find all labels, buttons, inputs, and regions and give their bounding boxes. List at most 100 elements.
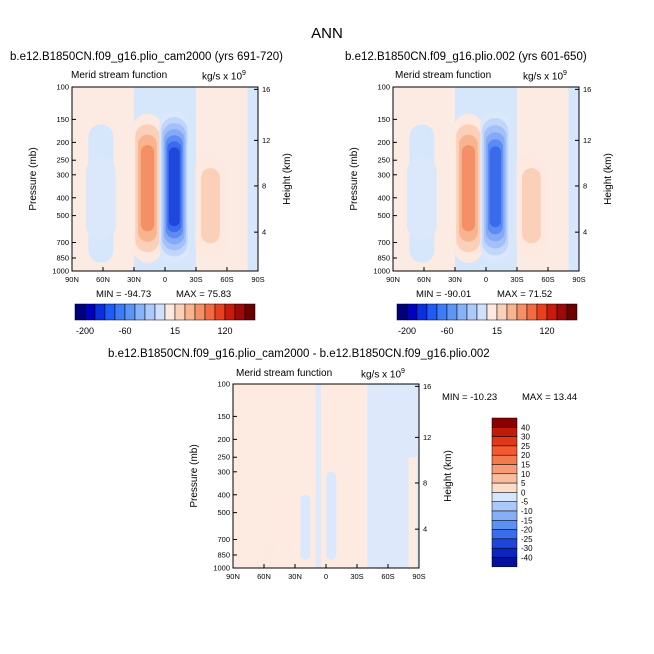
y-tick-label: 400 <box>217 490 230 499</box>
height-tick-label: 16 <box>262 85 270 94</box>
panel-1-units-exp: 9 <box>242 70 246 77</box>
panel-2-case-title: b.e12.B1850CN.f09_g16.plio.002 (yrs 601-… <box>345 51 587 63</box>
colorbar-swatch <box>476 303 488 321</box>
colorbar-label: 120 <box>217 326 232 336</box>
colorbar-label: -200 <box>76 326 94 336</box>
colorbar-diff-swatch <box>491 436 518 447</box>
colorbar-diff-swatch <box>491 473 518 484</box>
colorbar-swatch <box>526 303 538 321</box>
colorbar-swatch <box>224 303 236 321</box>
colorbar-swatch <box>144 303 156 321</box>
colorbar-diff-swatch <box>491 510 518 521</box>
colorbar-swatch <box>74 303 86 321</box>
panel-3-units-text: kg/s x 10 <box>361 369 402 381</box>
panel-3-units-exp: 9 <box>401 368 405 375</box>
y-tick-label: 500 <box>56 211 69 220</box>
colorbar-swatch <box>406 303 418 321</box>
x-tick-label: 90S <box>412 572 425 581</box>
panel-3-units: kg/s x 109 <box>361 368 405 380</box>
height-tick-label: 8 <box>583 181 587 190</box>
x-tick-label: 0 <box>484 275 488 284</box>
colorbar-diff-label: 20 <box>521 451 530 460</box>
colorbar-diff-label: -15 <box>521 516 533 525</box>
x-tick-label: 0 <box>163 275 167 284</box>
contour-cell-2 <box>140 145 154 232</box>
colorbar-diff-label: -30 <box>521 544 533 553</box>
colorbar-diff-swatch <box>491 464 518 475</box>
y-tick-label: 500 <box>377 211 390 220</box>
colorbar-label: -60 <box>118 326 131 336</box>
colorbar-diff-label: 25 <box>521 442 530 451</box>
height-tick-label: 8 <box>423 478 427 487</box>
height-tick-label: 4 <box>583 228 587 237</box>
colorbar-diff-swatch <box>491 417 518 428</box>
colorbar-diff-label: -10 <box>521 507 533 516</box>
panel-2-max: MAX = 71.52 <box>497 289 553 300</box>
panel-3-plot: 90N 60N 30N 0 30S 60S 90S 100 150 200 250 300 400 500… <box>189 380 454 582</box>
colorbar-swatch <box>496 303 508 321</box>
colorbar-swatch <box>164 303 176 321</box>
panel-2-units: kg/s x 109 <box>523 70 567 82</box>
y-tick-label: 850 <box>377 254 390 263</box>
contour-cell-1 <box>85 156 116 241</box>
colorbar-swatch <box>536 303 548 321</box>
colorbar-swatch <box>214 303 226 321</box>
x-tick-label: 30N <box>127 275 141 284</box>
colorbar-swatch <box>124 303 136 321</box>
colorbar-swatch <box>516 303 528 321</box>
colorbar-diff-swatch <box>491 445 518 456</box>
colorbar-diff-swatch <box>491 501 518 512</box>
x-tick-label: 30N <box>288 572 302 581</box>
y-tick-label: 200 <box>377 138 390 147</box>
height-tick-label: 12 <box>423 433 431 442</box>
height-tick-label: 8 <box>262 181 266 190</box>
colorbar-1: -200 -60 15 120 <box>74 303 256 336</box>
x-tick-label: 90N <box>65 275 79 284</box>
height-tick-label: 12 <box>262 136 270 145</box>
colorbar-label: -60 <box>440 326 453 336</box>
y-axis-label-right: Height (km) <box>282 153 293 205</box>
panel-2-min: MIN = -90.01 <box>416 289 472 300</box>
y-tick-label: 150 <box>56 115 69 124</box>
y-tick-label: 850 <box>217 551 230 560</box>
y-tick-label: 1000 <box>213 564 230 573</box>
y-tick-label: 1000 <box>373 267 390 276</box>
colorbar-diff-label: 40 <box>521 423 530 432</box>
x-tick-label: 60N <box>96 275 110 284</box>
y-tick-label: 200 <box>56 138 69 147</box>
y-tick-label: 300 <box>217 467 230 476</box>
panel-2-field-label: Merid stream function <box>395 70 492 81</box>
y-tick-label: 850 <box>56 254 69 263</box>
y-axis-label: Pressure (mb) <box>28 147 39 210</box>
y-tick-label: 400 <box>56 193 69 202</box>
colorbar-diff-swatch <box>491 557 518 568</box>
x-tick-label: 60S <box>381 572 394 581</box>
colorbar-swatch <box>154 303 166 321</box>
colorbar-swatch <box>94 303 106 321</box>
x-tick-label: 60S <box>541 275 554 284</box>
panel-1-units-text: kg/s x 10 <box>202 71 243 83</box>
colorbar-swatch <box>396 303 408 321</box>
panel-2-plot: 90N 60N 30N 0 30S 60S 90S 100 150 200 250 300 400 500… <box>349 83 614 285</box>
panel-1-min: MIN = -94.73 <box>96 289 152 300</box>
x-tick-label: 30N <box>448 275 462 284</box>
contour-cell-4 <box>522 168 541 244</box>
panel-3-field-label: Merid stream function <box>236 368 333 379</box>
colorbar-swatch <box>234 303 246 321</box>
panel-1-plot: 90N 60N 30N 0 30S 60S 90S 100 150 200 250 300 400 500… <box>28 83 293 285</box>
colorbar-diff-swatch <box>491 529 518 540</box>
colorbar-diff-label: -40 <box>521 554 533 563</box>
y-tick-label: 400 <box>377 193 390 202</box>
panel-3-max: MAX = 13.44 <box>522 392 578 403</box>
height-tick-label: 12 <box>583 136 591 145</box>
y-tick-label: 100 <box>377 83 390 92</box>
colorbar-swatch <box>486 303 498 321</box>
colorbar-swatch <box>566 303 578 321</box>
colorbar-swatch <box>556 303 568 321</box>
colorbar-swatch <box>204 303 216 321</box>
colorbar-diff-label: 10 <box>521 470 530 479</box>
colorbar-swatch <box>184 303 196 321</box>
colorbar-diff-swatch <box>491 492 518 502</box>
y-tick-label: 500 <box>217 508 230 517</box>
